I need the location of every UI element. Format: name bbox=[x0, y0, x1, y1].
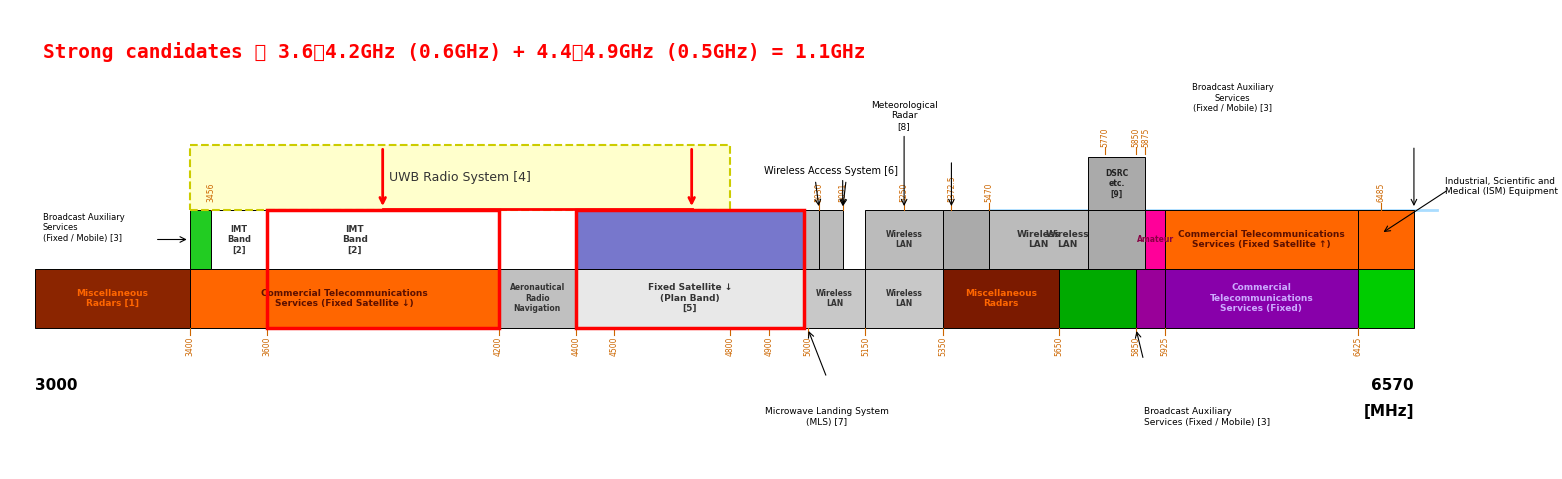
Text: 4900: 4900 bbox=[764, 337, 773, 356]
Bar bbox=[576, 210, 804, 328]
Text: 5470: 5470 bbox=[984, 183, 993, 203]
Text: Amateur: Amateur bbox=[1137, 235, 1173, 244]
Text: 3600: 3600 bbox=[262, 337, 272, 356]
Text: 5850: 5850 bbox=[1131, 127, 1140, 147]
Text: 5850: 5850 bbox=[1131, 337, 1140, 356]
Bar bbox=[804, 269, 865, 328]
Bar bbox=[865, 210, 943, 269]
Text: [MHz]: [MHz] bbox=[1364, 404, 1414, 419]
Bar bbox=[1087, 157, 1145, 210]
Text: 5925: 5925 bbox=[1161, 337, 1170, 356]
Text: IMT
Band
[2]: IMT Band [2] bbox=[226, 225, 251, 254]
Text: Commercial
Telecommunications
Services (Fixed): Commercial Telecommunications Services (… bbox=[1209, 284, 1314, 313]
Text: 3456: 3456 bbox=[206, 183, 216, 203]
Bar bbox=[1136, 269, 1165, 328]
Text: Wireless
LAN: Wireless LAN bbox=[1045, 230, 1089, 249]
Bar bbox=[1357, 210, 1414, 269]
Text: Broadcast Auxiliary
Services
(Fixed / Mobile) [3]: Broadcast Auxiliary Services (Fixed / Mo… bbox=[42, 213, 125, 243]
Text: Wireless
LAN: Wireless LAN bbox=[886, 230, 923, 249]
Bar bbox=[943, 210, 989, 269]
Bar bbox=[1087, 210, 1145, 269]
Bar bbox=[189, 269, 498, 328]
Text: 6485: 6485 bbox=[1376, 183, 1385, 203]
Text: Miscellaneous
Radars [1]: Miscellaneous Radars [1] bbox=[77, 289, 148, 308]
Text: 4200: 4200 bbox=[494, 337, 503, 356]
Text: Fixed Satellite ↓
(Plan Band)
[5]: Fixed Satellite ↓ (Plan Band) [5] bbox=[648, 284, 733, 313]
Bar bbox=[498, 269, 576, 328]
Bar bbox=[804, 210, 818, 269]
Bar bbox=[1165, 269, 1357, 328]
Text: Microwave Landing System
(MLS) [7]: Microwave Landing System (MLS) [7] bbox=[765, 407, 889, 427]
Text: Meteorological
Radar
[8]: Meteorological Radar [8] bbox=[870, 101, 937, 131]
Bar bbox=[989, 210, 1145, 269]
Text: Wireless
LAN: Wireless LAN bbox=[815, 289, 853, 308]
Text: Wireless
LAN: Wireless LAN bbox=[886, 289, 923, 308]
Bar bbox=[1059, 269, 1136, 328]
Bar bbox=[1165, 210, 1357, 269]
Text: Commercial Telecommunications
Services (Fixed Satellite ↑): Commercial Telecommunications Services (… bbox=[1178, 230, 1345, 249]
Bar bbox=[576, 210, 804, 269]
Text: 5350: 5350 bbox=[939, 337, 947, 356]
Text: Commercial Telecommunications
Services (Fixed Satellite ↓): Commercial Telecommunications Services (… bbox=[261, 289, 428, 308]
Text: 4500: 4500 bbox=[609, 337, 619, 356]
Text: Miscellaneous
Radars: Miscellaneous Radars bbox=[965, 289, 1037, 308]
Text: Wireless Access System [6]: Wireless Access System [6] bbox=[764, 166, 898, 176]
Text: 6570: 6570 bbox=[1371, 378, 1414, 393]
Text: Broadcast Auxiliary
Services (Fixed / Mobile) [3]: Broadcast Auxiliary Services (Fixed / Mo… bbox=[1143, 407, 1270, 427]
Bar bbox=[1357, 269, 1414, 328]
Bar bbox=[865, 269, 943, 328]
Bar bbox=[189, 210, 211, 269]
Bar bbox=[34, 269, 189, 328]
Bar bbox=[189, 145, 731, 210]
Bar bbox=[818, 210, 842, 269]
Text: IMT
Band
[2]: IMT Band [2] bbox=[342, 225, 367, 254]
Bar bbox=[1145, 210, 1165, 269]
Text: 5000: 5000 bbox=[803, 337, 812, 356]
Bar bbox=[211, 210, 498, 269]
Text: 4400: 4400 bbox=[572, 337, 581, 356]
Text: 5650: 5650 bbox=[1054, 337, 1064, 356]
Bar bbox=[267, 210, 498, 328]
Text: 5372.5: 5372.5 bbox=[947, 176, 956, 203]
Text: 5875: 5875 bbox=[1140, 127, 1150, 147]
Text: Aeronautical
Radio
Navigation: Aeronautical Radio Navigation bbox=[509, 284, 565, 313]
Text: 4800: 4800 bbox=[726, 337, 734, 356]
Text: 3000: 3000 bbox=[34, 378, 78, 393]
Text: 6425: 6425 bbox=[1353, 337, 1362, 356]
Text: 5030: 5030 bbox=[815, 183, 823, 203]
Text: 5150: 5150 bbox=[861, 337, 870, 356]
Text: 3400: 3400 bbox=[184, 337, 194, 356]
Text: Strong candidates ： 3.6～4.2GHz (0.6GHz) + 4.4～4.9GHz (0.5GHz) = 1.1GHz: Strong candidates ： 3.6～4.2GHz (0.6GHz) … bbox=[42, 43, 865, 62]
Text: Broadcast Auxiliary
Services
(Fixed / Mobile) [3]: Broadcast Auxiliary Services (Fixed / Mo… bbox=[1192, 83, 1273, 113]
Text: Industrial, Scientific and
Medical (ISM) Equipment: Industrial, Scientific and Medical (ISM)… bbox=[1445, 177, 1557, 196]
Text: 5770: 5770 bbox=[1101, 127, 1109, 147]
Text: 5091: 5091 bbox=[839, 183, 847, 203]
Text: DSRC
etc.
[9]: DSRC etc. [9] bbox=[1104, 169, 1128, 198]
Bar bbox=[943, 269, 1059, 328]
Text: 5250: 5250 bbox=[900, 183, 909, 203]
Text: Wireless
LAN: Wireless LAN bbox=[1017, 230, 1061, 249]
Text: UWB Radio System [4]: UWB Radio System [4] bbox=[389, 171, 531, 184]
Bar bbox=[576, 269, 804, 328]
